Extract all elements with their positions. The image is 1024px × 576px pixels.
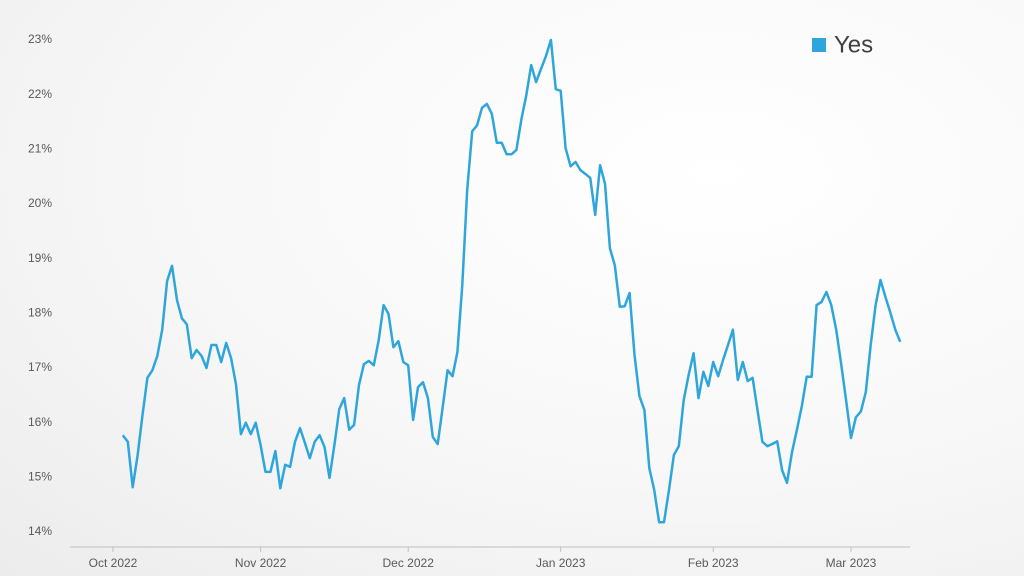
legend-item: Yes [812, 31, 873, 58]
line-series [121, 38, 902, 524]
y-tick-label: 15% [28, 470, 52, 484]
y-tick-label: 16% [28, 415, 52, 429]
x-tick-label: Oct 2022 [89, 556, 138, 570]
x-tick-label: Dec 2022 [383, 556, 435, 570]
legend-swatch [812, 38, 826, 52]
y-tick-label: 23% [28, 32, 52, 46]
legend-label: Yes [834, 31, 873, 58]
x-tick-label: Feb 2023 [688, 556, 739, 570]
x-tick-label: Mar 2023 [826, 556, 877, 570]
y-tick-label: 20% [28, 196, 52, 210]
y-tick-label: 22% [28, 87, 52, 101]
y-tick-label: 18% [28, 306, 52, 320]
x-tick-label: Nov 2022 [235, 556, 287, 570]
y-tick-label: 21% [28, 142, 52, 156]
y-tick-label: 17% [28, 360, 52, 374]
y-tick-label: 19% [28, 251, 52, 265]
y-tick-label: 14% [28, 524, 52, 538]
x-tick-label: Jan 2023 [536, 556, 586, 570]
